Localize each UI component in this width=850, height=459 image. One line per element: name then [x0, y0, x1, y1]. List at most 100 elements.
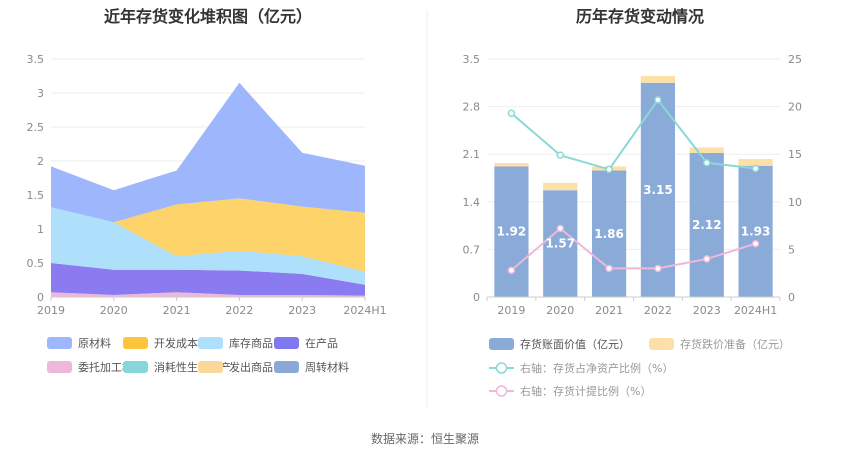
- right-y-tick-label: 0.7: [463, 243, 481, 256]
- right-y-tick-label: 0: [473, 291, 480, 304]
- legend-line-marker: [495, 362, 508, 374]
- legend-label-周转材料: 周转材料: [305, 360, 349, 374]
- right-x-axis: 2019 2020 2021 2022 2023 2024H1: [486, 296, 781, 317]
- right-chart-title: 历年存货变动情况: [576, 7, 704, 26]
- bar-value-label: 1.92: [497, 225, 527, 239]
- left-area-layers: [51, 82, 365, 297]
- left-y-tick-label: 2: [37, 155, 44, 168]
- right-y2-tick-label: 5: [788, 243, 795, 256]
- area-layer-开发成本: [51, 198, 365, 272]
- right-x-tick-label: 2020: [546, 304, 574, 317]
- left-y-tick-label: 0: [37, 291, 44, 304]
- legend-swatch-book-value: [489, 338, 514, 350]
- point-ratio-net-assets: [654, 96, 662, 104]
- bar-value-label: 1.57: [545, 237, 575, 251]
- legend-label-库存商品: 库存商品: [229, 336, 273, 350]
- bar-book-value: [640, 82, 676, 297]
- legend-swatch-impairment: [649, 338, 674, 350]
- left-chart-title: 近年存货变化堆积图（亿元）: [104, 7, 312, 26]
- right-y2-tick-label: 20: [788, 101, 802, 114]
- right-y2-tick-label: 10: [788, 196, 802, 209]
- left-x-tick-label: 2021: [163, 304, 191, 317]
- legend-label-发出商品: 发出商品: [229, 360, 273, 374]
- legend-label-impairment: 存货跌价准备（亿元）: [680, 337, 790, 351]
- legend-line-marker: [495, 385, 508, 397]
- left-y-tick-label: 1.5: [27, 189, 45, 202]
- legend-swatch-原材料: [47, 337, 72, 349]
- point-provision-ratio: [556, 224, 564, 233]
- legend-swatch-消耗性生物资产: [123, 361, 148, 373]
- right-y-tick-label: 2.8: [463, 101, 481, 114]
- left-x-tick-label: 2024H1: [343, 304, 386, 317]
- right-x-tick-label: 2021: [595, 304, 623, 317]
- right-legend: 存货账面价值（亿元） 存货跌价准备（亿元） 右轴：存货占净资产比例（%） 右轴：存货计…: [489, 337, 790, 398]
- bar-impairment-provision: [543, 182, 578, 191]
- right-y-axis: 0 0.7 1.4 2.1 2.8 3.5: [463, 53, 481, 304]
- bar-book-value: [543, 190, 578, 297]
- bar-impairment-provision: [640, 76, 676, 83]
- left-x-tick-label: 2020: [100, 304, 128, 317]
- right-x-tick-label: 2023: [693, 304, 721, 317]
- legend-swatch-周转材料: [274, 361, 299, 373]
- point-ratio-net-assets: [556, 151, 564, 159]
- left-y-axis: 0 0.5 1 1.5 2 2.5 3 3.5: [27, 53, 45, 304]
- left-y-tick-label: 3: [37, 87, 44, 100]
- right-y-tick-label: 1.4: [463, 196, 481, 209]
- bar-book-value: [738, 165, 773, 297]
- legend-label-book-value: 存货账面价值（亿元）: [520, 337, 630, 351]
- right-x-tick-label: 2022: [644, 304, 672, 317]
- point-provision-ratio: [751, 239, 760, 248]
- bar-book-value: [494, 166, 529, 297]
- line-provision-ratio: [510, 227, 756, 272]
- bar-impairment-provision: [494, 163, 529, 167]
- legend-label-line: 右轴：存货占净资产比例（%）: [520, 361, 673, 375]
- left-y-tick-label: 1: [37, 223, 44, 236]
- legend-swatch-库存商品: [198, 337, 223, 349]
- legend-swatch-委托加工材料: [47, 361, 72, 373]
- right-lines: 1.92 1.57 1.86 3.15 2.12 1.93: [497, 96, 771, 275]
- left-y-tick-label: 0.5: [27, 257, 45, 270]
- left-y-tick-label: 3.5: [27, 53, 45, 66]
- point-provision-ratio: [605, 264, 613, 273]
- right-x-tick-label: 2019: [497, 304, 525, 317]
- bar-impairment-provision: [689, 147, 724, 153]
- bar-value-label: 2.12: [692, 218, 722, 232]
- legend-swatch-开发成本: [123, 337, 148, 349]
- legend-label-开发成本: 开发成本: [154, 336, 198, 350]
- point-ratio-net-assets: [751, 164, 760, 173]
- point-ratio-net-assets: [703, 159, 711, 167]
- line-ratio-net-assets: [510, 98, 756, 171]
- area-layer-库存商品: [51, 207, 365, 285]
- point-ratio-net-assets: [507, 109, 516, 118]
- legend-label-line: 右轴：存货计提比例（%）: [520, 384, 651, 398]
- right-y2-tick-label: 25: [788, 53, 802, 66]
- bar-value-label: 1.93: [741, 224, 771, 238]
- area-layer-在产品: [51, 263, 365, 296]
- point-provision-ratio: [703, 255, 711, 263]
- right-y2-tick-label: 15: [788, 148, 802, 161]
- bar-book-value: [689, 152, 724, 297]
- right-grid: [487, 58, 780, 298]
- left-x-tick-label: 2023: [288, 304, 316, 317]
- area-layer-原材料: [51, 82, 365, 223]
- legend-swatch-发出商品: [198, 361, 223, 373]
- point-provision-ratio: [507, 266, 516, 275]
- bar-value-label: 1.86: [594, 227, 624, 241]
- right-y2-tick-label: 0: [788, 291, 795, 304]
- left-x-tick-label: 2019: [37, 304, 65, 317]
- bar-book-value: [591, 170, 627, 297]
- bar-impairment-provision: [738, 158, 773, 166]
- right-x-tick-label: 2024H1: [734, 304, 777, 317]
- point-provision-ratio: [654, 264, 662, 273]
- right-y-tick-label: 3.5: [463, 53, 481, 66]
- left-x-tick-label: 2022: [225, 304, 253, 317]
- legend-label-在产品: 在产品: [305, 336, 338, 350]
- point-ratio-net-assets: [605, 165, 613, 174]
- right-bars: [494, 76, 773, 297]
- legend-swatch-在产品: [274, 337, 299, 349]
- source-footer: 数据来源：恒生聚源: [370, 432, 479, 446]
- legend-label-原材料: 原材料: [78, 336, 111, 350]
- bar-value-label: 3.15: [643, 183, 673, 197]
